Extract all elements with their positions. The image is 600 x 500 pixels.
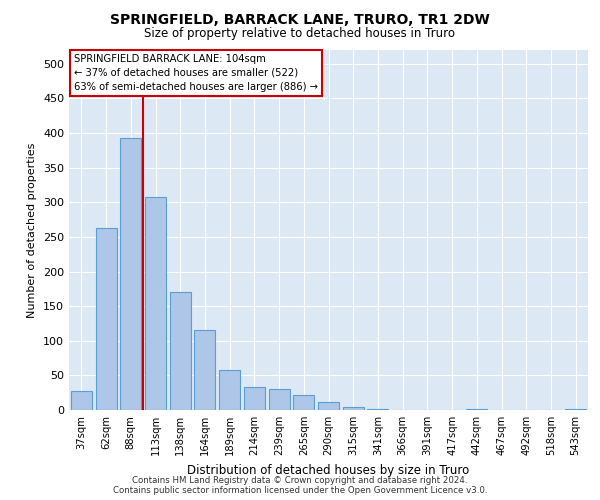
Bar (244, 387, 265, 410)
Text: SPRINGFIELD BARRACK LANE: 104sqm
← 37% of detached houses are smaller (522)
63% : SPRINGFIELD BARRACK LANE: 104sqm ← 37% o… (74, 54, 318, 92)
Text: Size of property relative to detached houses in Truro: Size of property relative to detached ho… (145, 28, 455, 40)
Text: SPRINGFIELD, BARRACK LANE, TRURO, TR1 2DW: SPRINGFIELD, BARRACK LANE, TRURO, TR1 2D… (110, 12, 490, 26)
Bar (194, 330, 215, 410)
Bar (219, 370, 240, 410)
Bar (318, 402, 339, 410)
Bar (293, 395, 314, 410)
Bar (145, 198, 166, 410)
Y-axis label: Number of detached properties: Number of detached properties (28, 142, 37, 318)
Bar (170, 292, 191, 410)
Text: Contains HM Land Registry data © Crown copyright and database right 2024.
Contai: Contains HM Land Registry data © Crown c… (113, 476, 487, 495)
Bar (269, 389, 290, 410)
Bar (120, 138, 141, 410)
Bar (71, 390, 92, 410)
Bar (95, 228, 116, 410)
X-axis label: Distribution of detached houses by size in Truro: Distribution of detached houses by size … (187, 464, 470, 476)
Bar (343, 406, 364, 410)
